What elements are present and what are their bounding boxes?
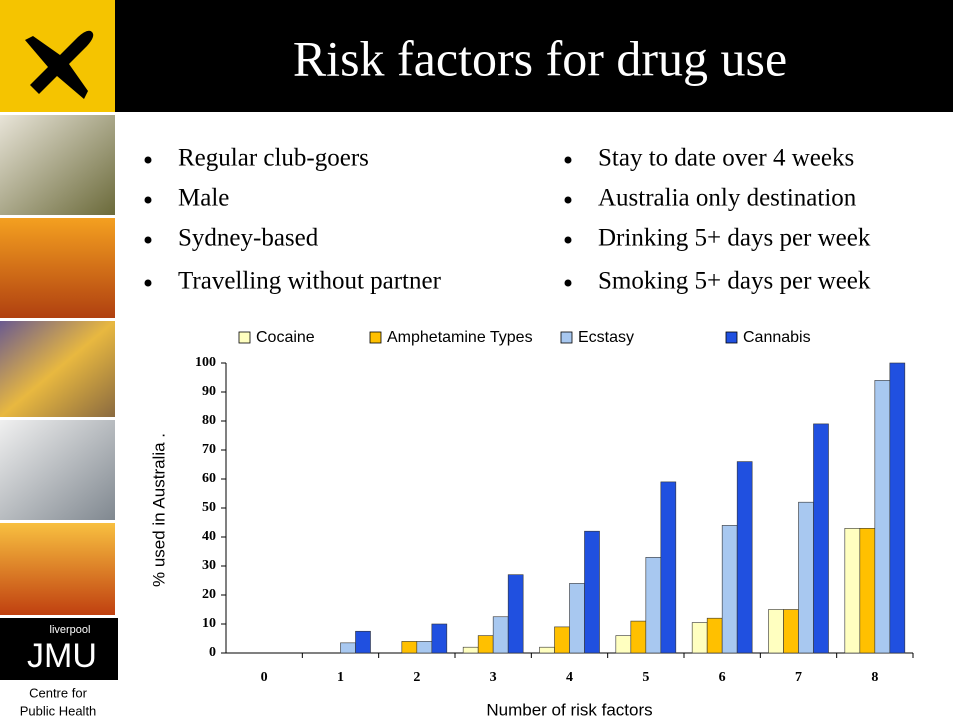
photo xyxy=(0,523,115,615)
bar xyxy=(401,641,418,654)
bar xyxy=(507,574,524,654)
y-tick-label: 70 xyxy=(202,442,216,457)
bar xyxy=(630,620,647,654)
bullet-dot xyxy=(144,279,152,287)
x-tick-label: 2 xyxy=(413,670,420,685)
bar xyxy=(691,622,708,654)
bar xyxy=(736,461,753,654)
x-tick-label: 6 xyxy=(719,670,726,685)
x-tick-label: 5 xyxy=(642,670,649,685)
bar xyxy=(340,642,356,654)
bullet-dot xyxy=(564,196,572,204)
x-tick-label: 7 xyxy=(795,670,802,685)
bar xyxy=(554,626,570,654)
y-tick-label: 10 xyxy=(202,616,216,631)
bullet-text: Sydney-based xyxy=(178,225,319,252)
legend-label: Cannabis xyxy=(743,329,811,346)
photo xyxy=(0,420,115,520)
bar xyxy=(569,583,585,654)
photo xyxy=(0,115,115,215)
bar xyxy=(539,646,555,654)
bar xyxy=(768,609,784,654)
x-tick-label: 1 xyxy=(337,670,344,685)
y-tick-label: 0 xyxy=(209,645,216,660)
y-tick-label: 20 xyxy=(202,587,216,602)
bar xyxy=(615,635,632,654)
logo-small: liverpool xyxy=(50,624,91,636)
y-tick-label: 50 xyxy=(202,500,216,515)
bullet-dot xyxy=(144,236,152,244)
bullet-dot xyxy=(564,279,572,287)
bar xyxy=(798,501,814,654)
bullet-text: Drinking 5+ days per week xyxy=(598,225,871,252)
bar xyxy=(431,623,448,654)
bullet-dot xyxy=(564,156,572,164)
logo-box xyxy=(0,618,118,680)
bar xyxy=(783,609,799,654)
legend-label: Amphetamine Types xyxy=(387,329,533,346)
bar xyxy=(706,617,723,654)
bullet-dot xyxy=(564,236,572,244)
photo xyxy=(0,218,115,318)
bar xyxy=(721,525,738,654)
x-axis-label: Number of risk factors xyxy=(486,700,652,719)
bullet-text: Male xyxy=(178,185,229,212)
bar xyxy=(844,527,861,654)
legend-swatch xyxy=(725,331,738,344)
x-tick-label: 0 xyxy=(261,670,268,685)
bullet-text: Stay to date over 4 weeks xyxy=(598,145,854,172)
legend-swatch xyxy=(560,331,573,344)
legend-label: Cocaine xyxy=(256,329,315,346)
photo xyxy=(0,321,115,417)
y-tick-label: 80 xyxy=(202,413,216,428)
logo-line: Centre for xyxy=(29,685,87,700)
bullet-text: Australia only destination xyxy=(598,185,857,212)
bar xyxy=(660,481,677,654)
legend-label: Ecstasy xyxy=(578,329,634,346)
bar xyxy=(355,630,371,654)
x-tick-label: 4 xyxy=(566,670,573,685)
y-axis-label: % used in Australia . xyxy=(149,433,168,587)
bar xyxy=(813,423,829,654)
bar xyxy=(462,646,479,654)
bar xyxy=(492,616,509,654)
bullet-dot xyxy=(144,156,152,164)
bar xyxy=(416,641,433,654)
y-tick-label: 40 xyxy=(202,529,216,544)
bullet-dot xyxy=(144,196,152,204)
legend-swatch xyxy=(238,331,251,344)
plane-icon xyxy=(25,30,94,100)
logo-big: JMU xyxy=(27,637,97,675)
x-tick-label: 3 xyxy=(490,670,497,685)
bullet-text: Travelling without partner xyxy=(178,268,442,295)
bar xyxy=(645,556,662,654)
y-tick-label: 90 xyxy=(202,384,216,399)
legend-swatch xyxy=(369,331,382,344)
bar xyxy=(477,635,494,654)
y-tick-label: 30 xyxy=(202,558,216,573)
bullet-text: Smoking 5+ days per week xyxy=(598,268,871,295)
slide-title: Risk factors for drug use xyxy=(293,30,787,86)
y-tick-label: 60 xyxy=(202,471,216,486)
bar xyxy=(859,527,876,654)
x-tick-label: 8 xyxy=(871,670,878,685)
y-tick-label: 100 xyxy=(195,355,216,370)
bar xyxy=(584,530,600,654)
bar xyxy=(889,362,906,654)
title-banner xyxy=(0,0,953,112)
bar xyxy=(874,380,891,654)
logo-line: Public Health xyxy=(20,703,97,718)
bullet-text: Regular club-goers xyxy=(178,145,369,172)
